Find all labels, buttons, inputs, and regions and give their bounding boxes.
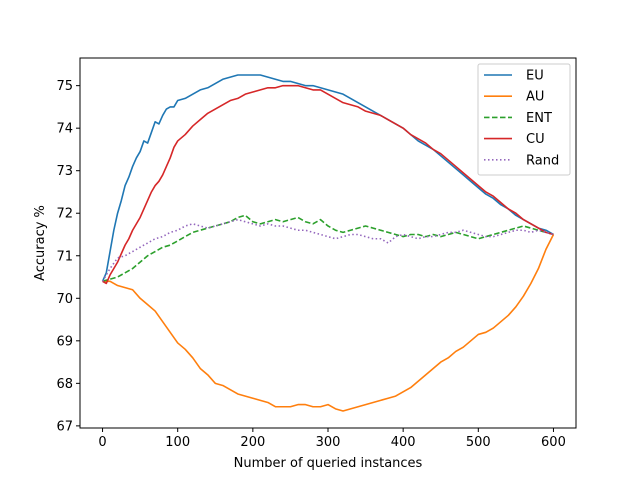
y-tick-label: 75: [56, 79, 73, 94]
legend-label-rand: Rand: [526, 153, 559, 168]
y-tick-label: 73: [56, 164, 73, 179]
legend-label-cu: CU: [526, 132, 545, 147]
x-axis-label: Number of queried instances: [234, 456, 423, 471]
legend: EU AU ENT CU Rand: [477, 63, 571, 176]
y-tick-label: 74: [56, 122, 73, 137]
x-tick-label: 100: [165, 435, 190, 450]
legend-box: [477, 63, 571, 176]
x-tick-label: 200: [240, 435, 265, 450]
legend-label-ent: ENT: [526, 111, 552, 126]
plot-area: [79, 57, 577, 429]
series-line-au: [102, 234, 555, 412]
legend-label-eu: EU: [526, 69, 544, 84]
legend-label-au: AU: [526, 90, 544, 105]
series-line-eu: [101, 74, 554, 282]
y-tick-label: 69: [56, 334, 73, 349]
y-axis-label: Accuracy %: [33, 205, 48, 281]
x-tick-label: 500: [466, 435, 491, 450]
y-tick-label: 72: [56, 207, 73, 222]
legend-entries: EU AU ENT CU Rand: [484, 69, 559, 168]
x-axis-ticks: 0 100 200 300 400 500 600: [98, 428, 566, 450]
y-tick-label: 70: [56, 292, 73, 307]
y-axis-ticks: 67 68 69 70 71 72 73 74 75: [56, 79, 80, 434]
x-tick-label: 400: [391, 435, 416, 450]
y-tick-label: 71: [56, 249, 73, 264]
series-line-rand: [101, 218, 554, 282]
y-tick-label: 68: [56, 377, 73, 392]
series-line-ent: [102, 214, 554, 283]
x-tick-label: 300: [316, 435, 341, 450]
y-tick-label: 67: [56, 419, 73, 434]
x-tick-label: 600: [541, 435, 566, 450]
series-line-cu: [102, 84, 554, 285]
series-layer: [101, 74, 555, 412]
x-tick-label: 0: [98, 435, 106, 450]
